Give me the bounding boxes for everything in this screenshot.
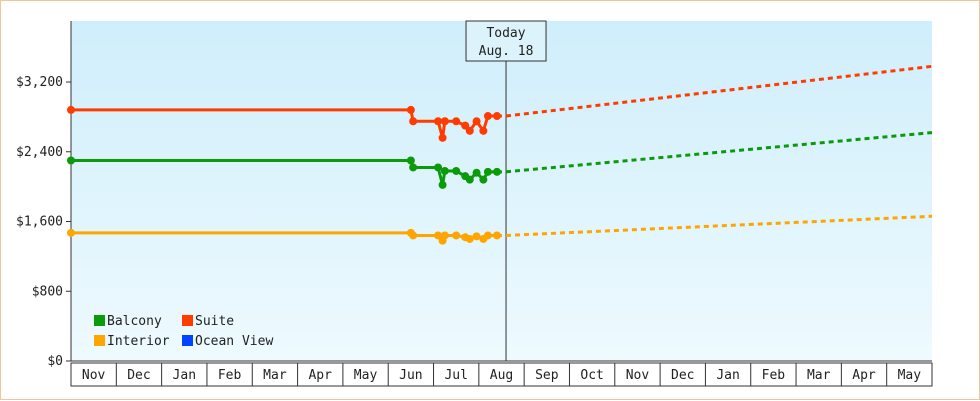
suite-point [438,133,447,142]
month-label: Jan [173,368,196,383]
month-label: Jan [716,368,739,383]
balcony-point [406,156,415,165]
legend-label-suite: Suite [195,314,234,329]
y-tick-label: $3,200 [16,75,63,90]
suite-point [406,105,415,114]
legend-swatch-interior [94,335,105,346]
balcony-point [67,156,75,165]
balcony-point [452,166,461,175]
series-lines [67,64,933,245]
month-label: Dec [127,368,150,383]
balcony-point [479,175,488,184]
today-marker: Today Aug. 18 [465,20,547,361]
today-box [465,20,547,62]
interior-point [452,231,461,240]
month-label: Sep [535,368,559,383]
legend-swatch-balcony [94,315,105,326]
interior-point [472,232,481,241]
y-tick-label: $800 [32,284,63,299]
plot-area [71,21,932,361]
month-label: Oct [580,368,603,383]
balcony-point [434,163,443,172]
legend-label-ocean-view: Ocean View [195,334,273,349]
today-label: Today [486,26,525,41]
month-label: Feb [218,368,242,383]
month-label: Feb [762,368,786,383]
month-label: Mar [263,368,287,383]
interior-point [409,231,418,240]
suite-point [409,117,418,126]
legend-swatch-suite [182,315,193,326]
balcony-point [472,168,481,177]
month-label: May [354,368,378,383]
y-tick-label: $1,600 [16,215,63,230]
suite-point [440,117,449,126]
suite-point [483,112,492,121]
month-strip [70,362,933,387]
month-label: Nov [82,368,106,383]
balcony-point [465,175,474,184]
month-label: Nov [626,368,650,383]
legend-label-interior: Interior [107,334,170,349]
suite-point [434,117,443,126]
y-axis: $0 $800 $1,600 $2,400 $3,200 [16,21,72,369]
balcony-point [483,167,492,176]
month-label: Apr [852,368,876,383]
interior-point [434,231,443,240]
month-label: Jul [444,368,467,383]
interior-projection-line [505,214,933,237]
suite-point [479,126,488,135]
y-tick-label: $2,400 [16,145,63,160]
x-axis: Nov Dec Jan Feb Mar Apr May Jun Jul Aug Sep Oct Nov D… [70,360,933,387]
month-label: Apr [308,368,332,383]
suite-point [67,105,75,114]
balcony-point [438,180,447,189]
suite-point [452,117,461,126]
legend-swatch-ocean-view [182,335,193,346]
month-label: Jun [399,368,422,383]
suite-point [472,117,481,126]
interior-point [67,228,75,237]
legend: Balcony Suite Interior Ocean View [94,314,273,349]
legend-label-balcony: Balcony [107,314,162,329]
interior-point [465,234,474,243]
suite-point [461,121,470,130]
interior-point [483,231,492,240]
month-label: Dec [671,368,694,383]
month-label: Mar [807,368,831,383]
balcony-point [409,163,418,172]
balcony-point [440,166,449,175]
interior-point [440,231,449,240]
month-label: May [898,368,922,383]
y-tick-label: $0 [47,354,63,369]
month-label: Aug [490,368,513,383]
today-date: Aug. 18 [479,44,534,59]
suite-point [465,126,474,135]
